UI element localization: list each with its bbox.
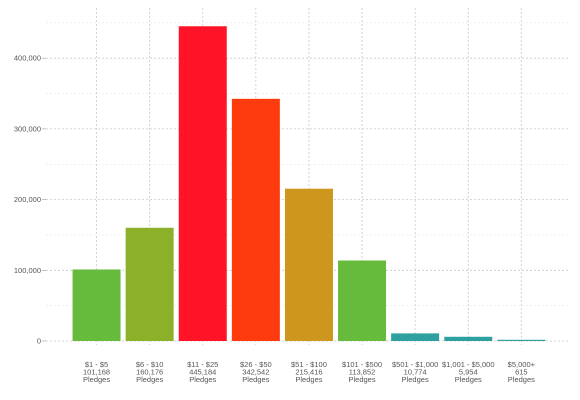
x-category-label: $1 - $5 xyxy=(85,360,108,369)
bar xyxy=(391,333,440,341)
x-category-label: 101,168 xyxy=(83,368,110,377)
bars xyxy=(72,26,546,341)
x-category-label: $51 - $100 xyxy=(291,360,327,369)
x-category-label: Pledges xyxy=(348,375,375,384)
x-category-label: Pledges xyxy=(402,375,429,384)
bar xyxy=(125,227,174,341)
x-category-label: $501 - $1,000 xyxy=(392,360,438,369)
x-category-label: Pledges xyxy=(136,375,163,384)
x-category-label: 113,852 xyxy=(349,368,376,377)
x-category-label: $1,001 - $5,000 xyxy=(442,360,495,369)
y-tick-label: 400,000 xyxy=(14,54,41,63)
x-category-label: Pledges xyxy=(189,375,216,384)
x-category-label: $101 - $500 xyxy=(342,360,382,369)
x-category-label: Pledges xyxy=(455,375,482,384)
bar xyxy=(497,339,546,341)
bar xyxy=(178,26,227,341)
bar xyxy=(284,188,333,341)
x-category-label: Pledges xyxy=(295,375,322,384)
x-category-label: $26 - $50 xyxy=(240,360,272,369)
x-category-label: 615 xyxy=(515,368,528,377)
x-category-label: $5,000+ xyxy=(508,360,536,369)
bar xyxy=(231,98,280,341)
x-category-label: $6 - $10 xyxy=(136,360,164,369)
y-tick-label: 300,000 xyxy=(14,124,41,133)
bar xyxy=(72,269,121,341)
x-category-label: $11 - $25 xyxy=(187,360,218,369)
x-category-label: 215,416 xyxy=(295,368,322,377)
x-category-label: 342,542 xyxy=(242,368,269,377)
y-tick-label: 0 xyxy=(37,337,41,346)
y-axis: 0 100,000 200,000 300,000 400,000 xyxy=(14,54,46,346)
x-category-label: Pledges xyxy=(508,375,535,384)
x-category-label: 160,176 xyxy=(136,368,163,377)
x-category-label: 445,184 xyxy=(189,368,216,377)
bar xyxy=(338,260,387,341)
x-category-label: Pledges xyxy=(242,375,269,384)
y-tick-label: 100,000 xyxy=(14,266,41,275)
bar xyxy=(444,336,493,341)
y-tick-label: 200,000 xyxy=(14,195,41,204)
x-category-label: Pledges xyxy=(83,375,110,384)
x-category-label: 10,774 xyxy=(404,368,427,377)
x-category-label: 5,954 xyxy=(459,368,478,377)
